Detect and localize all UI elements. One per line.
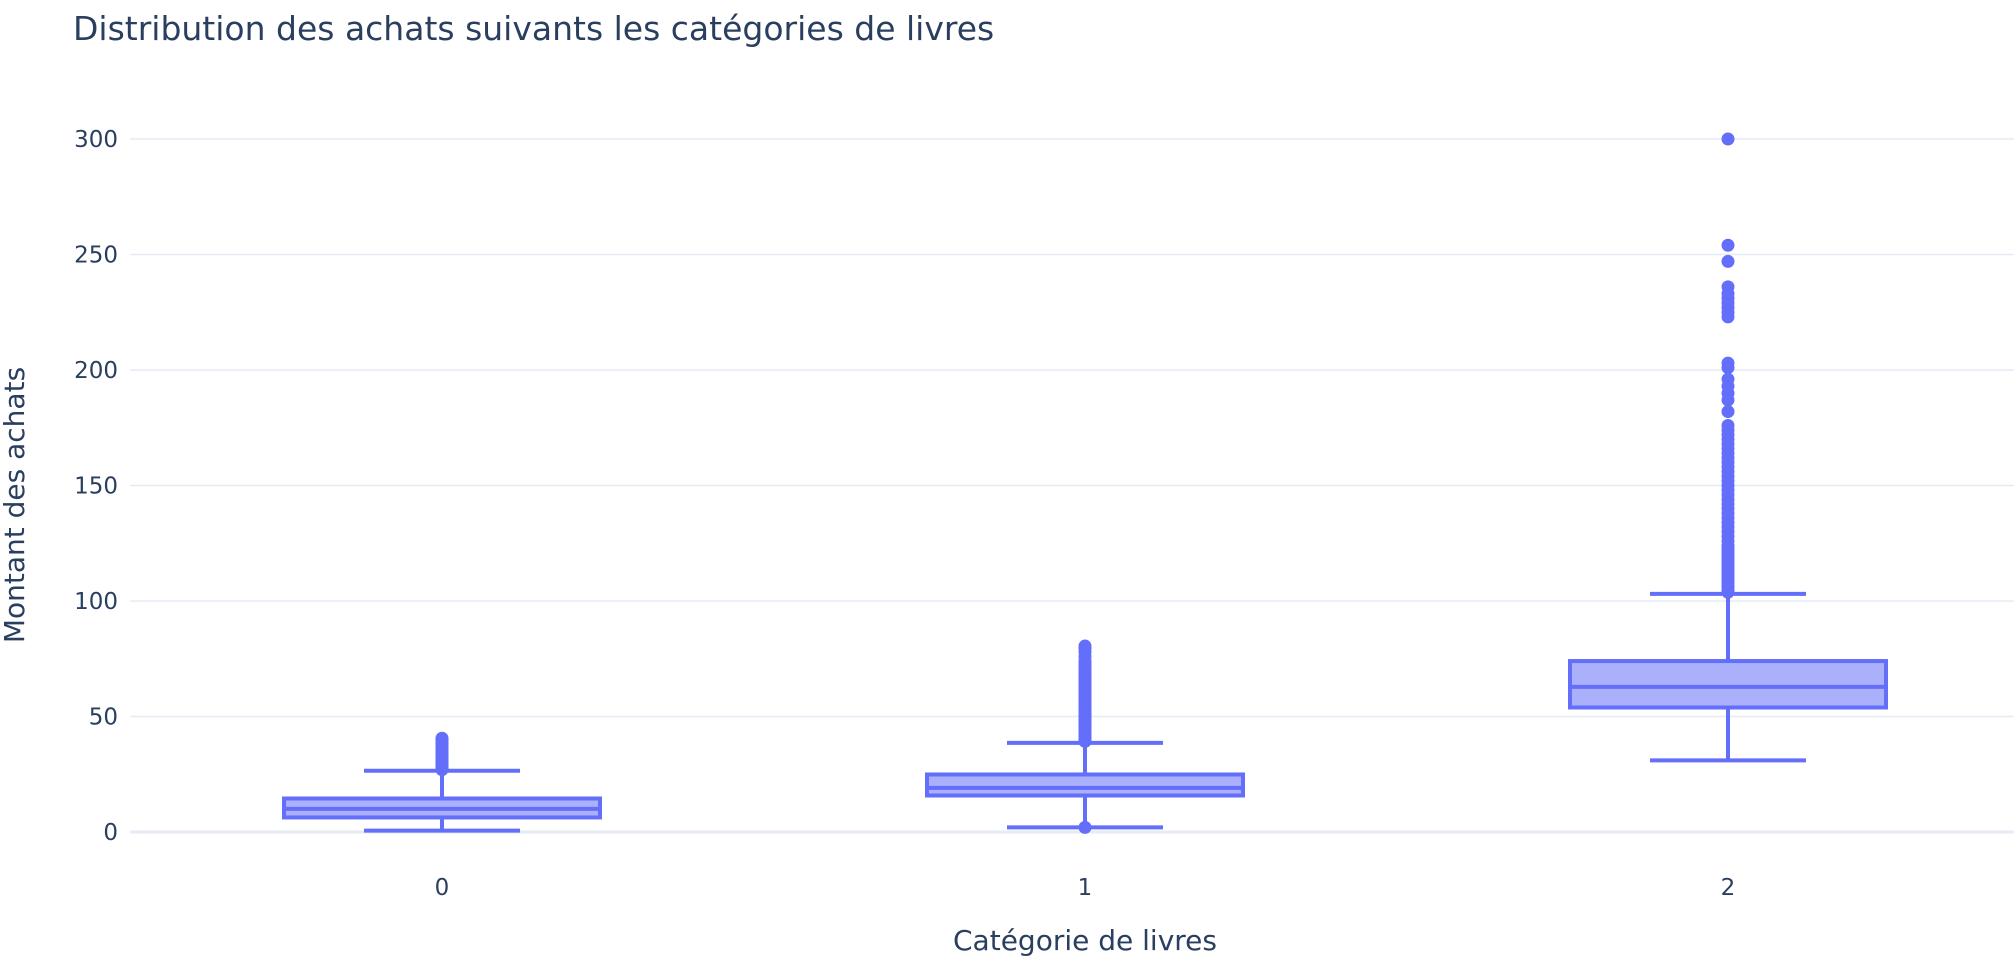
grid-lines <box>130 138 2014 834</box>
outlier-point <box>1721 254 1735 268</box>
x-tick-label: 0 <box>435 875 450 901</box>
outlier-point <box>1721 132 1735 146</box>
box-group <box>925 639 1245 834</box>
x-axis-title: Catégorie de livres <box>953 924 1217 957</box>
y-tick-label: 300 <box>74 127 118 153</box>
y-tick-labels: 0 50 100 150 200 250 300 <box>74 127 118 846</box>
y-tick-label: 250 <box>74 243 118 269</box>
outlier-point <box>1721 405 1735 419</box>
x-tick-label: 1 <box>1078 875 1093 901</box>
boxes <box>282 132 1888 834</box>
outlier-point <box>1721 372 1735 386</box>
y-tick-label: 150 <box>74 474 118 500</box>
outlier-point <box>1078 639 1092 653</box>
outlier-point <box>1721 280 1735 294</box>
x-tick-labels: 0 1 2 <box>435 875 1736 901</box>
y-tick-label: 50 <box>89 705 118 731</box>
outlier-point <box>435 731 449 745</box>
box-group <box>1568 132 1888 763</box>
outlier-point <box>1721 356 1735 370</box>
outlier-point <box>1078 820 1092 834</box>
box-group <box>282 731 602 833</box>
outlier-point <box>1721 418 1735 432</box>
outlier-point <box>1721 238 1735 252</box>
y-tick-label: 0 <box>103 820 118 846</box>
y-axis-title: Montant des achats <box>0 367 31 643</box>
y-tick-label: 200 <box>74 358 118 384</box>
iqr-box <box>925 772 1245 798</box>
y-tick-label: 100 <box>74 589 118 615</box>
chart-title: Distribution des achats suivants les cat… <box>73 9 994 48</box>
x-tick-label: 2 <box>1721 875 1736 901</box>
iqr-box <box>1568 659 1888 710</box>
